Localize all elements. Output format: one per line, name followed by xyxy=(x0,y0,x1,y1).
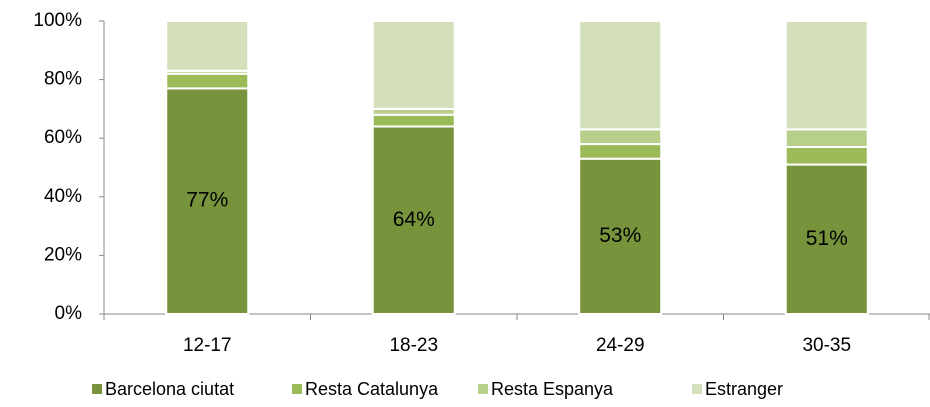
y-tick-label: 80% xyxy=(44,69,82,90)
bar-segment xyxy=(371,113,456,128)
legend-label: Resta Catalunya xyxy=(305,379,439,399)
bar-segment xyxy=(578,143,663,160)
y-tick-label: 60% xyxy=(44,127,82,148)
x-tick-label: 12-17 xyxy=(183,335,232,356)
x-tick-label: 30-35 xyxy=(802,335,851,356)
bar-segment xyxy=(784,163,869,315)
data-label: 51% xyxy=(806,227,848,250)
y-tick-label: 0% xyxy=(55,303,83,324)
data-label: 77% xyxy=(186,189,228,212)
y-tick-label: 40% xyxy=(44,186,82,207)
bar-segment xyxy=(165,87,250,315)
legend-swatch xyxy=(292,384,302,394)
legend-label: Barcelona ciutat xyxy=(105,379,234,399)
bar-segment xyxy=(784,128,869,148)
x-tick-label: 18-23 xyxy=(389,335,438,356)
bar-segment xyxy=(784,145,869,166)
legend-label: Resta Espanya xyxy=(491,379,614,399)
x-tick-label: 24-29 xyxy=(596,335,645,356)
legend-label: Estranger xyxy=(705,379,783,399)
bar-segment xyxy=(165,20,250,72)
data-label: 53% xyxy=(599,224,641,247)
bar-segment xyxy=(784,20,869,131)
bar-segment xyxy=(578,20,663,131)
bar-segment xyxy=(578,128,663,146)
legend-swatch xyxy=(478,384,488,394)
data-label: 64% xyxy=(393,208,435,231)
bar-segment xyxy=(165,72,250,90)
y-tick-label: 100% xyxy=(33,10,82,31)
legend-swatch xyxy=(692,384,702,394)
bar-segment xyxy=(371,20,456,110)
legend-swatch xyxy=(92,384,102,394)
y-tick-label: 20% xyxy=(44,244,82,265)
